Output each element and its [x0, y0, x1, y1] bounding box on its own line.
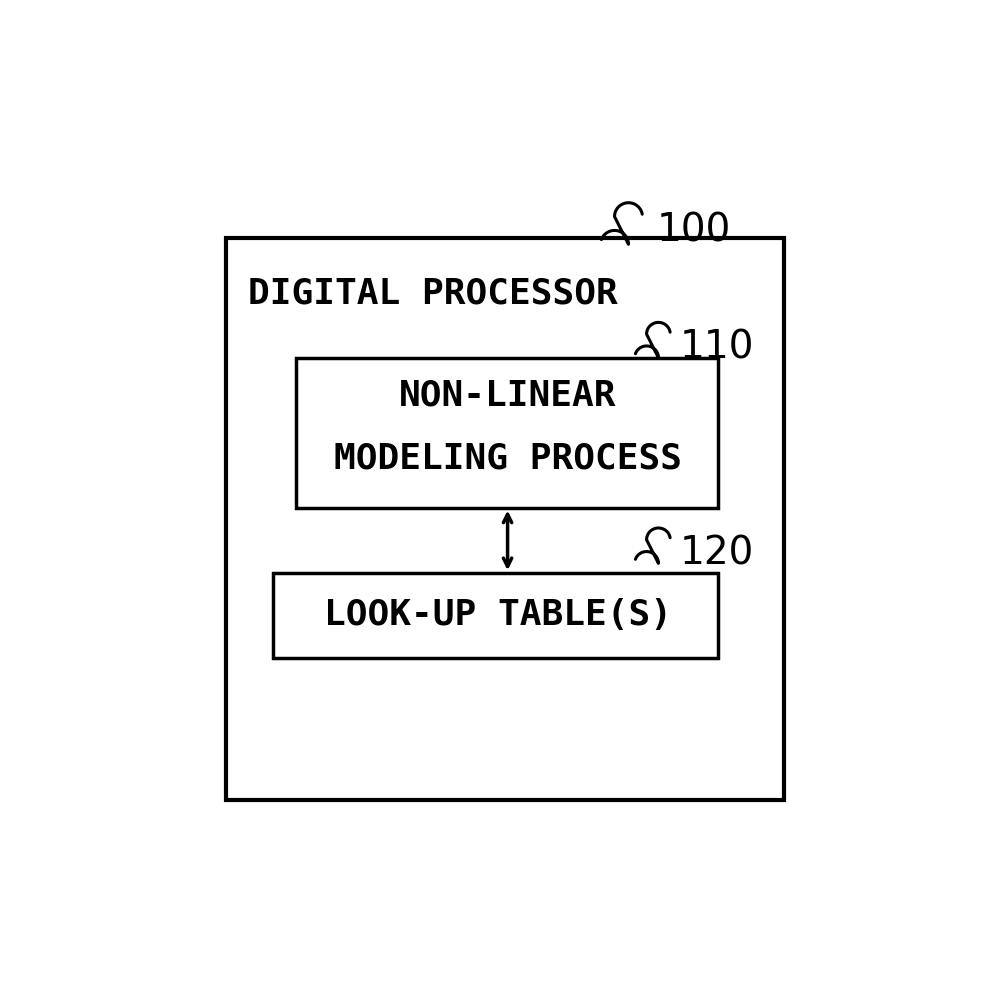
Text: NON-LINEAR: NON-LINEAR	[398, 378, 616, 412]
Text: 110: 110	[679, 329, 753, 366]
Text: MODELING PROCESS: MODELING PROCESS	[333, 442, 681, 475]
Text: 100: 100	[656, 211, 730, 249]
Text: DIGITAL PROCESSOR: DIGITAL PROCESSOR	[248, 276, 617, 311]
Text: 120: 120	[679, 535, 753, 572]
Bar	[226, 239, 783, 800]
Bar	[296, 357, 718, 508]
Text: LOOK-UP TABLE(S): LOOK-UP TABLE(S)	[323, 598, 671, 633]
Bar	[273, 573, 718, 657]
